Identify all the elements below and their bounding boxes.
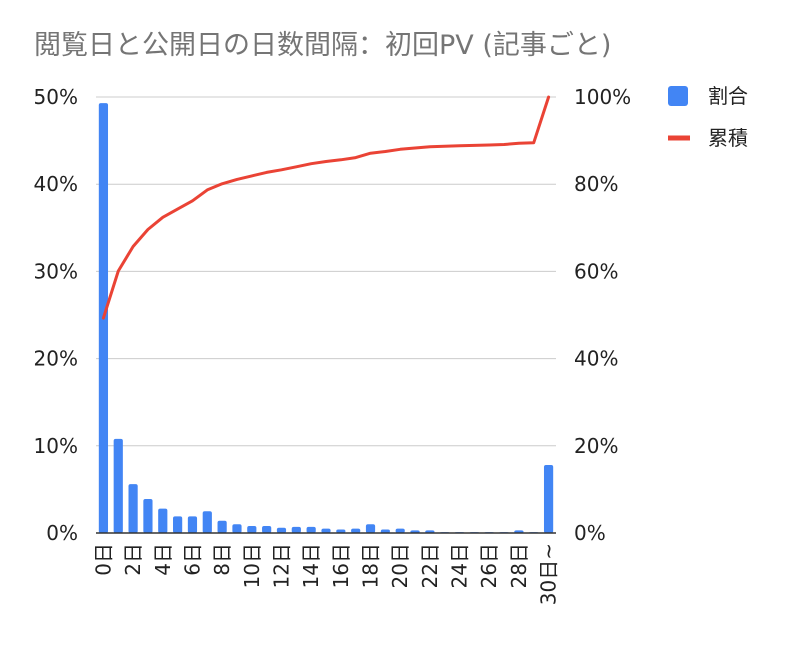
bar-18日 xyxy=(365,524,376,533)
x-tick-label: 16日 xyxy=(329,543,353,588)
bar-4日 xyxy=(158,508,168,533)
bar-2日 xyxy=(128,484,138,533)
bar-11日 xyxy=(262,526,272,533)
x-tick-label: 8日 xyxy=(210,543,234,576)
bar-6日 xyxy=(187,516,198,533)
x-tick-label: 30日~ xyxy=(537,543,561,605)
legend-label: 累積 xyxy=(708,126,748,150)
x-tick-label: 10日 xyxy=(240,543,264,588)
bar-13日 xyxy=(291,526,301,533)
line-series xyxy=(101,95,551,320)
x-tick-label: 12日 xyxy=(270,543,294,588)
legend-label: 割合 xyxy=(708,84,748,108)
x-tick-label: 24日 xyxy=(448,543,472,588)
bar-8日 xyxy=(217,520,227,533)
y-right-tick-label: 40% xyxy=(574,347,618,371)
x-tick-label: 0日 xyxy=(91,543,115,576)
bar-17日 xyxy=(351,528,361,533)
bar-9日 xyxy=(232,524,242,533)
bar-series xyxy=(98,103,554,533)
y-left-tick-label: 30% xyxy=(34,259,78,283)
x-tick-label: 20日 xyxy=(388,543,412,588)
x-tick-label: 18日 xyxy=(359,543,383,588)
legend-swatch-bar xyxy=(668,86,688,106)
cumulative-line xyxy=(101,95,551,320)
y-left-tick-label: 20% xyxy=(34,347,78,371)
x-tick-label: 26日 xyxy=(477,543,501,588)
bar-19日 xyxy=(380,529,390,533)
gridlines xyxy=(96,96,556,447)
y-left-tick-label: 50% xyxy=(34,85,78,109)
y-right-tick-label: 60% xyxy=(574,259,618,283)
chart-title: 閲覧日と公開日の日数間隔：初回PV (記事ごと) xyxy=(34,30,611,61)
y-right-tick-label: 20% xyxy=(574,434,618,458)
legend-swatch-line xyxy=(668,135,690,141)
bar-14日 xyxy=(306,526,316,533)
axes: 0% 10% 20% 30% 40% 50% 0% 20% 40% 60% 80% 100% 0日 2日 4… xyxy=(34,85,632,605)
bar-16日 xyxy=(336,529,346,533)
y-right-tick-label: 0% xyxy=(574,521,606,545)
bar-10日 xyxy=(247,526,257,533)
y-right-tick-label: 80% xyxy=(574,172,618,196)
x-tick-label: 28日 xyxy=(507,543,531,588)
bar-15日 xyxy=(321,528,331,533)
x-tick-label: 2日 xyxy=(121,543,145,576)
y-right-tick-label: 100% xyxy=(574,85,631,109)
bar-3日 xyxy=(143,498,153,533)
y-left-tick-label: 10% xyxy=(34,434,78,458)
x-tick-label: 4日 xyxy=(151,543,175,576)
bar-5日 xyxy=(173,516,183,533)
x-tick-label: 6日 xyxy=(181,543,205,576)
bar-30日~ xyxy=(543,464,554,533)
x-tick-label: 22日 xyxy=(418,543,442,588)
bar-7日 xyxy=(202,511,212,533)
bar-1日 xyxy=(113,438,123,533)
bar-20日 xyxy=(395,528,405,533)
bar-12日 xyxy=(276,527,287,533)
y-left-tick-label: 40% xyxy=(34,172,78,196)
x-tick-label: 14日 xyxy=(299,543,323,588)
y-left-tick-label: 0% xyxy=(46,521,78,545)
